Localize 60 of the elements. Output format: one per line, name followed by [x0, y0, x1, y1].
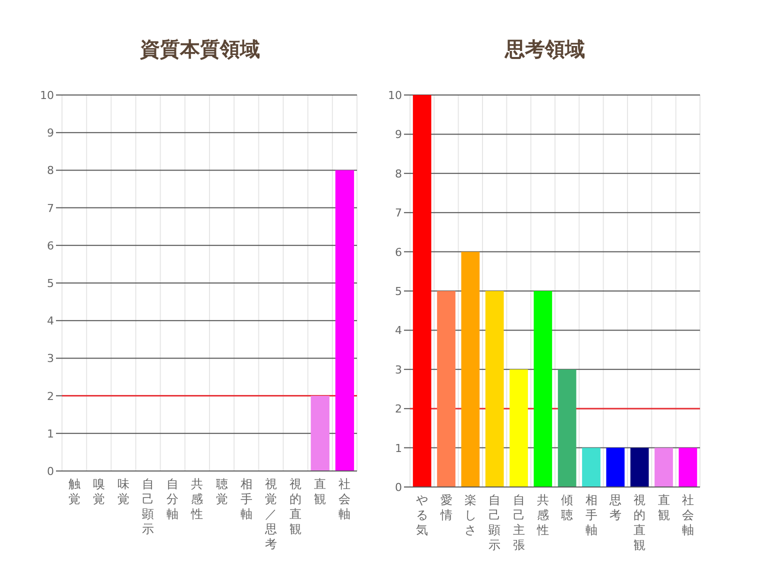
- y-tick-label: 2: [395, 402, 402, 416]
- x-tick-label: 触覚: [68, 477, 80, 506]
- chart-title: 資質本質領域: [139, 37, 260, 61]
- y-tick-label: 9: [395, 128, 402, 142]
- x-tick-label: やる気: [416, 493, 428, 537]
- bar: [534, 291, 552, 487]
- x-tick-label: 相手軸: [585, 493, 598, 537]
- y-tick-label: 0: [395, 481, 402, 494]
- x-tick-label: 自分軸: [166, 477, 179, 521]
- y-tick-label: 8: [47, 164, 54, 178]
- y-tick-label: 3: [47, 352, 54, 366]
- x-tick-label: 視覚／思考: [264, 477, 277, 551]
- x-tick-label: 嗅覚: [92, 477, 105, 506]
- x-tick-label: 社会軸: [338, 477, 351, 521]
- y-tick-label: 7: [47, 202, 54, 215]
- bar: [412, 95, 432, 487]
- y-tick-label: 10: [388, 89, 402, 102]
- bar: [630, 448, 649, 487]
- y-tick-label: 6: [47, 239, 54, 252]
- bar: [606, 448, 625, 487]
- y-tick-label: 8: [395, 167, 402, 180]
- y-tick-label: 7: [395, 206, 402, 220]
- bar: [485, 291, 504, 487]
- x-tick-label: 愛情: [439, 493, 452, 522]
- x-tick-label: 視的直観: [290, 477, 302, 536]
- y-tick-label: 10: [40, 89, 54, 102]
- x-tick-label: 直観: [314, 477, 326, 506]
- x-tick-label: 社会軸: [682, 493, 694, 537]
- bar: [461, 252, 480, 487]
- bar: [654, 448, 673, 487]
- bar: [558, 369, 576, 487]
- y-tick-label: 1: [47, 427, 54, 440]
- y-tick-label: 2: [47, 390, 54, 403]
- x-tick-label: 共感性: [190, 477, 204, 521]
- y-tick-label: 4: [395, 324, 402, 338]
- x-tick-label: 自己顕示: [488, 493, 501, 552]
- y-tick-label: 0: [47, 465, 54, 478]
- x-tick-label: 直観: [658, 493, 670, 522]
- bar: [510, 369, 528, 487]
- x-tick-label: 味覚: [117, 477, 130, 506]
- y-tick-label: 6: [395, 246, 402, 259]
- chart-title: 思考領域: [504, 37, 585, 61]
- x-tick-label: 相手軸: [240, 477, 252, 521]
- bar: [678, 448, 698, 487]
- y-tick-label: 4: [47, 314, 54, 328]
- x-tick-label: 共感性: [536, 493, 549, 537]
- x-tick-label: 自己顕示: [141, 477, 154, 536]
- y-tick-label: 5: [395, 285, 402, 298]
- y-tick-label: 5: [47, 277, 54, 290]
- x-tick-label: 楽しさ: [464, 493, 476, 537]
- x-tick-label: 聴覚: [216, 477, 228, 506]
- y-tick-label: 1: [395, 442, 402, 455]
- x-tick-label: 自己主張: [512, 493, 525, 552]
- bar: [437, 291, 456, 487]
- x-tick-label: 傾聴: [561, 493, 574, 522]
- x-tick-label: 視的直観: [634, 493, 646, 552]
- bar: [582, 448, 600, 487]
- y-tick-label: 3: [395, 363, 402, 376]
- x-tick-label: 思考: [608, 493, 622, 522]
- y-tick-label: 9: [47, 126, 54, 140]
